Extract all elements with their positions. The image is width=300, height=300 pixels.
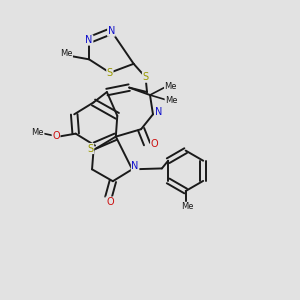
Text: S: S (88, 143, 94, 154)
Text: O: O (151, 139, 158, 149)
Text: O: O (106, 197, 114, 207)
Text: O: O (52, 131, 60, 141)
Text: Me: Me (165, 97, 178, 106)
Text: S: S (107, 68, 113, 78)
Text: Me: Me (60, 50, 72, 58)
Text: Me: Me (165, 82, 177, 91)
Text: Me: Me (181, 202, 194, 211)
Text: N: N (131, 161, 139, 171)
Text: N: N (154, 107, 162, 117)
Text: S: S (142, 72, 148, 82)
Text: Me: Me (32, 128, 44, 137)
Text: N: N (85, 35, 93, 45)
Text: N: N (108, 26, 115, 36)
